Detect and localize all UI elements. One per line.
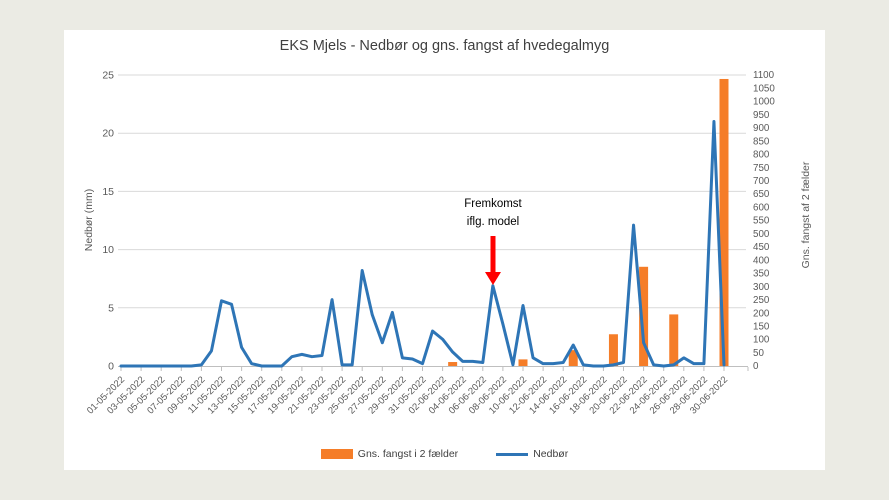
bar-10-06-2022 — [518, 359, 528, 366]
right-axis-tick-label: 600 — [753, 202, 770, 213]
model-annotation: Fremkomst iflg. model — [464, 196, 522, 232]
right-axis-tick-label: 100 — [753, 335, 770, 346]
right-axis-tick-label: 500 — [753, 229, 770, 240]
legend-item-fangst: Gns. fangst i 2 fælder — [320, 448, 459, 460]
bar-15-06-2022 — [568, 350, 578, 366]
right-axis-tick-label: 250 — [753, 295, 770, 306]
left-axis-tick-label: 15 — [102, 186, 114, 198]
chart-title: EKS Mjels - Nedbør og gns. fangst af hve… — [279, 38, 610, 54]
bar-30-06-2022 — [719, 78, 729, 366]
annotation-line1: Fremkomst — [464, 198, 522, 210]
right-axis-tick-label: 1000 — [753, 97, 775, 108]
right-axis-title: Gns. fangst af 2 fælder — [800, 161, 812, 269]
right-axis-tick-label: 850 — [753, 136, 770, 147]
right-axis-tick-label: 1050 — [753, 83, 775, 94]
bar-22-06-2022 — [639, 266, 649, 366]
precipitation-line — [119, 120, 726, 368]
model-arrow-head-icon — [485, 272, 501, 285]
right-axis-tick-label: 650 — [753, 189, 770, 200]
right-axis-tick-label: 200 — [753, 308, 770, 319]
left-axis-tick-label: 10 — [102, 244, 114, 256]
right-axis-tick-label: 1100 — [753, 70, 775, 81]
left-axis-title: Nedbør (mm) — [83, 188, 95, 252]
right-axis-tick-label: 450 — [753, 242, 770, 253]
right-axis-tick-label: 950 — [753, 110, 770, 121]
legend-item-nedbor: Nedbør — [496, 448, 568, 460]
chart-card: EKS Mjels - Nedbør og gns. fangst af hve… — [64, 30, 825, 470]
left-axis-tick-label: 5 — [108, 302, 114, 314]
right-axis-tick-label: 900 — [753, 123, 770, 134]
right-axis-tick-label: 350 — [753, 269, 770, 280]
right-axis-tick-label: 700 — [753, 176, 770, 187]
left-axis-tick-label: 20 — [102, 128, 114, 140]
bar-25-06-2022 — [669, 314, 679, 366]
right-axis-tick-label: 750 — [753, 163, 770, 174]
right-axis-tick-label: 50 — [753, 348, 764, 359]
bar-series-swatch — [320, 449, 353, 459]
right-axis-tick-label: 0 — [753, 361, 759, 372]
right-axis-tick-label: 400 — [753, 255, 770, 266]
bar-03-06-2022 — [448, 362, 458, 366]
left-axis-tick-label: 25 — [102, 70, 114, 82]
left-axis-tick-label: 0 — [108, 361, 114, 373]
right-axis-tick-label: 550 — [753, 216, 770, 227]
right-axis-tick-label: 150 — [753, 322, 770, 333]
line-series-swatch — [496, 452, 529, 456]
legend-label-nedbor: Nedbør — [533, 448, 569, 460]
right-axis-tick-label: 800 — [753, 150, 770, 161]
bar-19-06-2022 — [608, 334, 618, 366]
chart-legend: Gns. fangst i 2 fælder Nedbør — [64, 448, 825, 460]
right-axis-tick-label: 300 — [753, 282, 770, 293]
annotation-line2: iflg. model — [466, 215, 520, 228]
legend-label-fangst: Gns. fangst i 2 fælder — [357, 448, 459, 460]
chart-plot-area: 0510152025050100150200250300350400450500… — [85, 70, 775, 417]
